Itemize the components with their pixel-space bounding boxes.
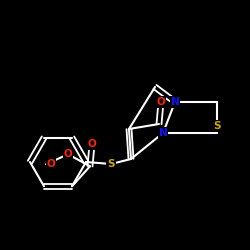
Text: O: O [46, 159, 56, 169]
Text: N: N [159, 128, 168, 138]
Text: S: S [107, 159, 115, 169]
Text: N: N [170, 97, 179, 107]
Text: O: O [64, 149, 72, 159]
Text: O: O [88, 139, 96, 149]
Text: S: S [213, 121, 221, 131]
Text: O: O [156, 97, 166, 107]
